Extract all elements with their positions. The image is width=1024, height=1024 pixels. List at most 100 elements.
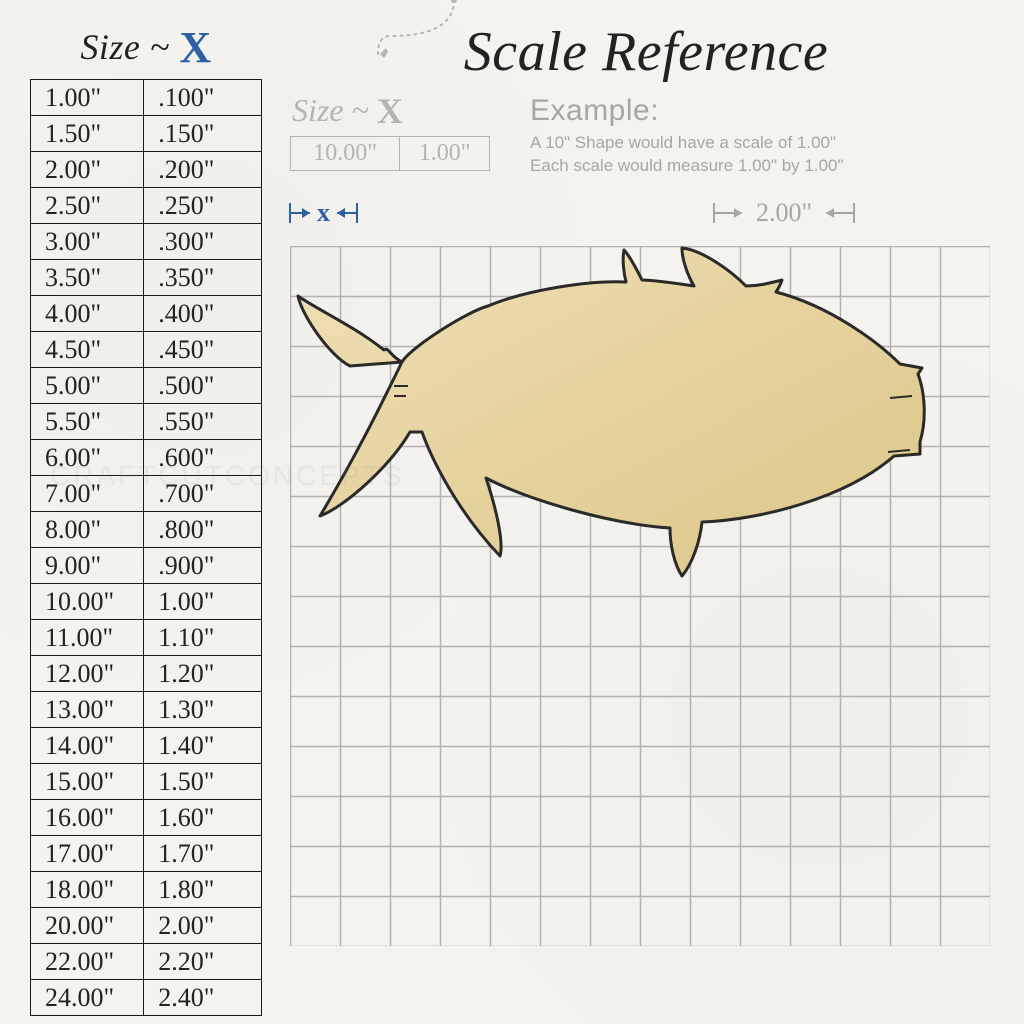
example-text: A 10" Shape would have a scale of 1.00" … xyxy=(530,132,1002,178)
size-cell: 13.00" xyxy=(31,692,144,728)
table-row: 16.00"1.60" xyxy=(31,800,262,836)
x-indicator-label: x xyxy=(317,198,330,228)
x-cell: .300" xyxy=(144,224,262,260)
x-cell: .200" xyxy=(144,152,262,188)
size-cell: 24.00" xyxy=(31,980,144,1016)
size-cell: 20.00" xyxy=(31,908,144,944)
x-cell: 1.10" xyxy=(144,620,262,656)
legend-row: Size ~ X 10.00" 1.00" Example: A 10" Sha… xyxy=(290,90,1002,178)
legend-title: Size ~ X xyxy=(292,90,510,132)
x-cell: .900" xyxy=(144,548,262,584)
fish-shape-icon xyxy=(290,246,930,596)
example-line1: A 10" Shape would have a scale of 1.00" xyxy=(530,132,1002,155)
x-cell: .600" xyxy=(144,440,262,476)
size-cell: 14.00" xyxy=(31,728,144,764)
x-cell: 1.60" xyxy=(144,800,262,836)
x-cell: 1.40" xyxy=(144,728,262,764)
size-cell: 4.50" xyxy=(31,332,144,368)
table-row: 4.00".400" xyxy=(31,296,262,332)
size-cell: 1.00" xyxy=(31,80,144,116)
table-row: 7.00".700" xyxy=(31,476,262,512)
x-cell: .550" xyxy=(144,404,262,440)
x-cell: 1.00" xyxy=(144,584,262,620)
size-cell: 10.00" xyxy=(31,584,144,620)
table-row: 18.00"1.80" xyxy=(31,872,262,908)
table-row: 6.00".600" xyxy=(31,440,262,476)
size-cell: 12.00" xyxy=(31,656,144,692)
table-row: 15.00"1.50" xyxy=(31,764,262,800)
size-cell: 8.00" xyxy=(31,512,144,548)
x-cell: 1.20" xyxy=(144,656,262,692)
size-table-title: Size ~ X xyxy=(30,22,262,73)
x-cell: .250" xyxy=(144,188,262,224)
legend-table: 10.00" 1.00" xyxy=(290,136,490,171)
table-row: 4.50".450" xyxy=(31,332,262,368)
table-row: 12.00"1.20" xyxy=(31,656,262,692)
table-row: 20.00"2.00" xyxy=(31,908,262,944)
table-row: 1.50".150" xyxy=(31,116,262,152)
size-cell: 17.00" xyxy=(31,836,144,872)
x-cell: .400" xyxy=(144,296,262,332)
table-row: 11.00"1.10" xyxy=(31,620,262,656)
table-row: 3.50".350" xyxy=(31,260,262,296)
x-cell: .350" xyxy=(144,260,262,296)
legend-x-cell: 1.00" xyxy=(400,137,490,171)
x-cell: .500" xyxy=(144,368,262,404)
size-cell: 22.00" xyxy=(31,944,144,980)
size-cell: 3.50" xyxy=(31,260,144,296)
two-inch-label: 2.00" xyxy=(756,198,812,228)
legend-size-cell: 10.00" xyxy=(291,137,400,171)
two-inch-indicator: 2.00" xyxy=(712,198,856,228)
size-cell: 16.00" xyxy=(31,800,144,836)
size-cell: 4.00" xyxy=(31,296,144,332)
example-line2: Each scale would measure 1.00" by 1.00" xyxy=(530,155,1002,178)
size-table: 1.00".100"1.50".150"2.00".200"2.50".250"… xyxy=(30,79,262,1016)
x-cell: 1.80" xyxy=(144,872,262,908)
x-cell: 1.30" xyxy=(144,692,262,728)
size-cell: 9.00" xyxy=(31,548,144,584)
arrow-left-icon xyxy=(333,199,359,227)
size-table-title-prefix: Size ~ xyxy=(80,27,179,67)
size-cell: 11.00" xyxy=(31,620,144,656)
table-row: 22.00"2.20" xyxy=(31,944,262,980)
table-row: 3.00".300" xyxy=(31,224,262,260)
x-cell: 2.40" xyxy=(144,980,262,1016)
size-cell: 3.00" xyxy=(31,224,144,260)
scale-reference-card: Size ~ X 1.00".100"1.50".150"2.00".200"2… xyxy=(0,0,1024,1024)
table-row: 5.50".550" xyxy=(31,404,262,440)
size-table-title-x: X xyxy=(179,23,211,72)
size-cell: 6.00" xyxy=(31,440,144,476)
size-cell: 18.00" xyxy=(31,872,144,908)
table-row: 8.00".800" xyxy=(31,512,262,548)
x-cell: .100" xyxy=(144,80,262,116)
table-row: 2.50".250" xyxy=(31,188,262,224)
x-cell: 1.50" xyxy=(144,764,262,800)
x-cell: .150" xyxy=(144,116,262,152)
table-row: 1.00".100" xyxy=(31,80,262,116)
table-row: 17.00"1.70" xyxy=(31,836,262,872)
x-cell: 2.00" xyxy=(144,908,262,944)
example-heading: Example: xyxy=(530,94,1002,128)
table-row: 9.00".900" xyxy=(31,548,262,584)
arrow-right-icon xyxy=(712,199,746,227)
arrow-left-icon xyxy=(822,199,856,227)
legend-right: Example: A 10" Shape would have a scale … xyxy=(530,90,1002,178)
table-row: 10.00"1.00" xyxy=(31,584,262,620)
x-cell: 2.20" xyxy=(144,944,262,980)
x-cell: .800" xyxy=(144,512,262,548)
size-cell: 5.50" xyxy=(31,404,144,440)
size-cell: 1.50" xyxy=(31,116,144,152)
dotted-connector-icon xyxy=(372,0,472,66)
size-cell: 2.00" xyxy=(31,152,144,188)
table-row: 24.00"2.40" xyxy=(31,980,262,1016)
legend-title-prefix: Size ~ xyxy=(292,92,377,128)
arrow-right-icon xyxy=(288,199,314,227)
x-cell: .450" xyxy=(144,332,262,368)
reference-panel: Scale Reference Size ~ X 10.00" 1.00" Ex… xyxy=(262,20,1002,1002)
table-row: 5.00".500" xyxy=(31,368,262,404)
indicator-row: x 2.00" xyxy=(290,190,1002,242)
size-cell: 2.50" xyxy=(31,188,144,224)
legend-title-x: X xyxy=(377,91,403,131)
table-row: 13.00"1.30" xyxy=(31,692,262,728)
size-cell: 5.00" xyxy=(31,368,144,404)
